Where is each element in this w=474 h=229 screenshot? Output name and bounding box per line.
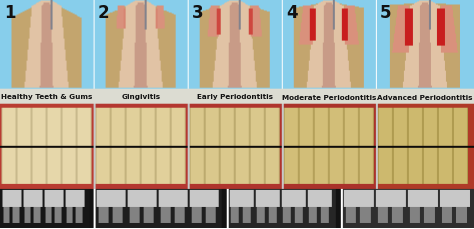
Text: 2: 2 — [98, 4, 109, 22]
Text: 5: 5 — [380, 4, 392, 22]
Text: Gingivitis: Gingivitis — [121, 95, 161, 101]
Text: Advanced Periodontitis: Advanced Periodontitis — [377, 95, 473, 101]
Text: 1: 1 — [4, 4, 16, 22]
Text: 4: 4 — [286, 4, 298, 22]
Text: Early Periodontitis: Early Periodontitis — [197, 95, 273, 101]
Text: Healthy Teeth & Gums: Healthy Teeth & Gums — [1, 95, 93, 101]
Text: 3: 3 — [192, 4, 204, 22]
Text: Moderate Periodontitis: Moderate Periodontitis — [282, 95, 376, 101]
